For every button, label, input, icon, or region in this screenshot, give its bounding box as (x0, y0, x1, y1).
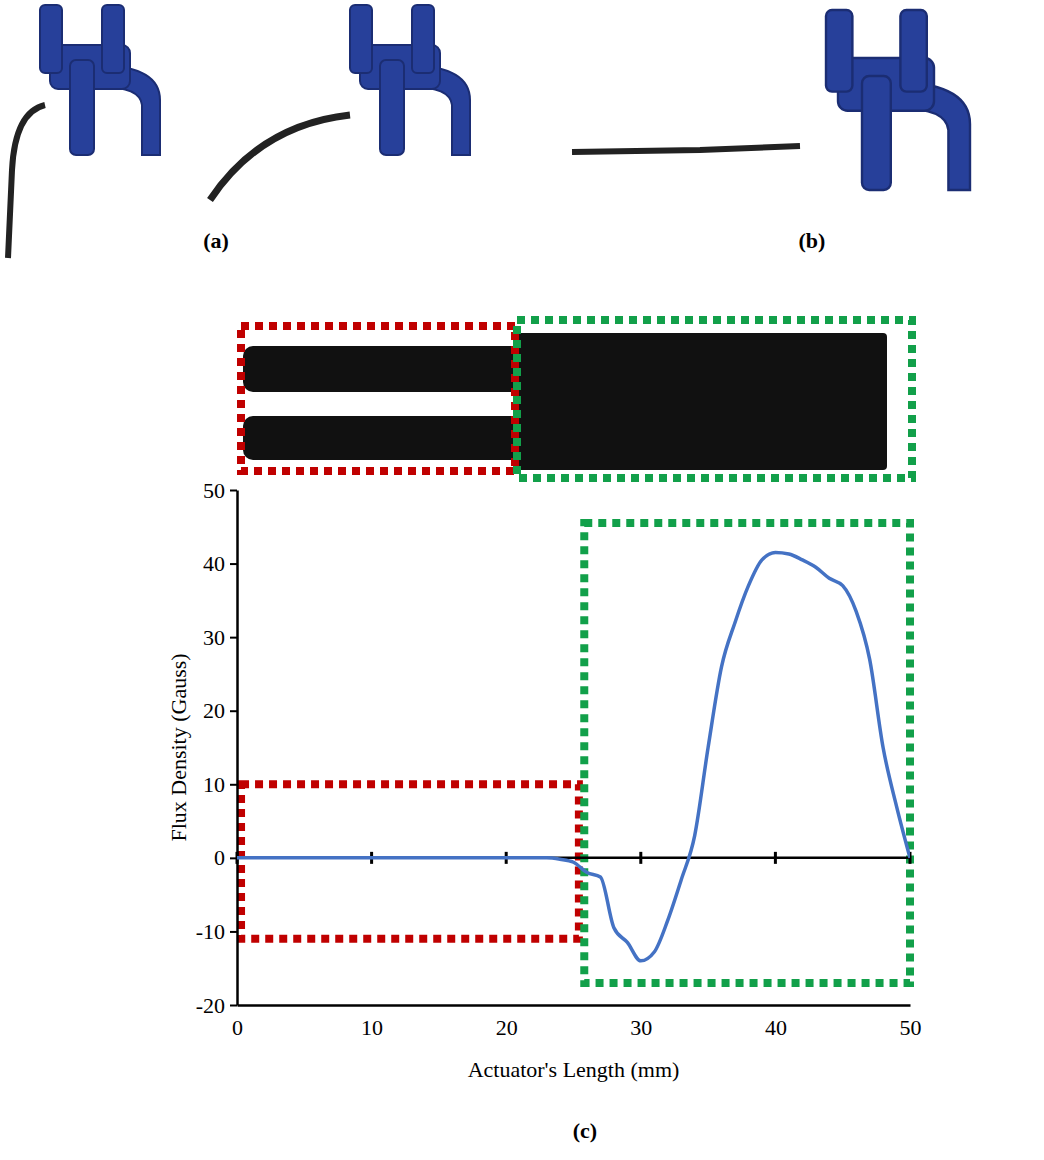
x-tick: 20 (496, 1005, 518, 1040)
y-tick-label: 20 (203, 698, 225, 723)
x-tick: 40 (765, 1005, 787, 1040)
x-tick: 50 (900, 1005, 922, 1040)
zero-tick (639, 852, 642, 864)
x-tick-label: 40 (765, 1015, 787, 1040)
y-tick: -10 (196, 919, 237, 944)
x-tick: 30 (630, 1005, 652, 1040)
y-tick-label: 10 (203, 772, 225, 797)
clamp-jaw (70, 60, 94, 155)
region-box (241, 784, 579, 939)
x-tick-label: 50 (900, 1015, 922, 1040)
figure: (a) (b) -20 -10 0 10 20 30 40 50 0 10 20 30 40 50 Actuat… (0, 0, 1044, 1160)
x-tick-label: 0 (232, 1015, 243, 1040)
clamp (826, 10, 970, 190)
y-axis-title: Flux Density (Gauss) (166, 653, 191, 841)
strip (572, 146, 800, 152)
y-tick-label: 0 (214, 845, 225, 870)
y-tick-mark (230, 490, 237, 492)
panel-label: (a) (203, 228, 229, 253)
x-tick-label: 20 (496, 1015, 518, 1040)
x-tick: 0 (232, 1005, 243, 1040)
y-tick-label: -20 (196, 993, 225, 1018)
zero-tick (774, 852, 777, 864)
y-tick-mark (230, 710, 237, 712)
clamp-post (826, 10, 852, 92)
y-tick-label: 40 (203, 551, 225, 576)
x-tick: 10 (361, 1005, 383, 1040)
actuator-strip (243, 416, 523, 460)
actuator-strip (243, 346, 523, 392)
y-tick: 50 (203, 478, 237, 503)
y-tick-mark (230, 931, 237, 933)
clamp-post (40, 5, 62, 73)
actuator (241, 320, 912, 478)
photos (8, 5, 970, 258)
region-box (517, 320, 912, 478)
y-tick: 30 (203, 625, 237, 650)
panel-label: (c) (573, 1118, 597, 1143)
y-axis-line (236, 491, 239, 1006)
y-tick: 40 (203, 551, 237, 576)
y-tick-label: 50 (203, 478, 225, 503)
strip (8, 105, 45, 258)
y-tick: 0 (214, 845, 237, 870)
x-axis: 0 10 20 30 40 50 (232, 1005, 922, 1040)
y-tick-mark (230, 563, 237, 565)
y-tick-mark (230, 784, 237, 786)
y-tick-label: 30 (203, 625, 225, 650)
y-tick: 20 (203, 698, 237, 723)
clamp (350, 5, 470, 155)
clamp-post (350, 5, 372, 73)
y-axis: -20 -10 0 10 20 30 40 50 (196, 478, 238, 1018)
y-tick-mark (230, 637, 237, 639)
regions (241, 523, 910, 983)
actuator-block (515, 333, 887, 470)
plot-area (237, 553, 910, 961)
y-tick-label: -10 (196, 919, 225, 944)
clamp-post (900, 10, 926, 92)
x-axis-title: Actuator's Length (mm) (468, 1057, 680, 1082)
y-tick: 10 (203, 772, 237, 797)
clamp-post (102, 5, 124, 73)
clamp (40, 5, 160, 155)
y-tick-mark (230, 1005, 237, 1007)
x-tick-label: 10 (361, 1015, 383, 1040)
y-tick: -20 (196, 993, 237, 1018)
strip (210, 115, 350, 200)
x-tick-label: 30 (630, 1015, 652, 1040)
region-box (241, 326, 515, 471)
clamp-jaw (380, 60, 404, 155)
clamp-jaw (862, 76, 891, 190)
clamp-post (412, 5, 434, 73)
panel-label: (b) (799, 228, 826, 253)
x-axis-line (238, 1004, 911, 1007)
data-line (237, 553, 910, 961)
